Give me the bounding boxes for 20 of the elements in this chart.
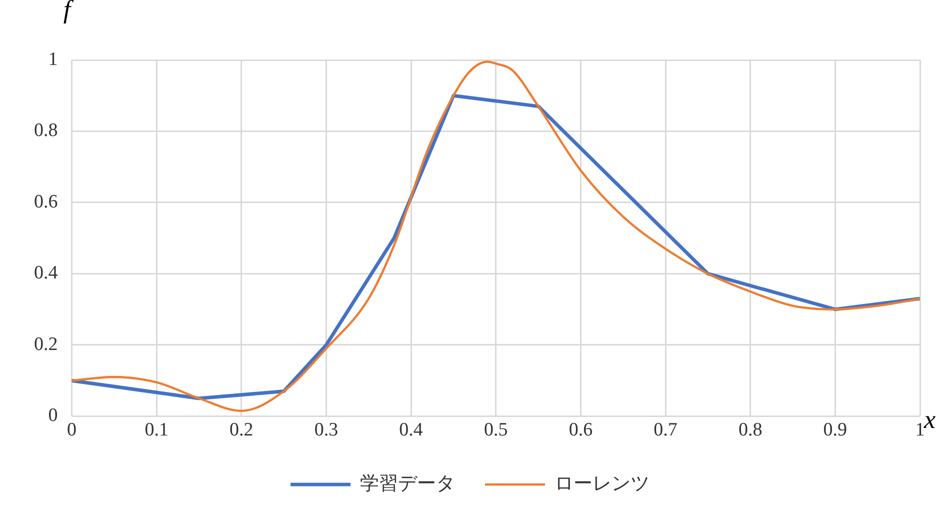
y-tick-label: 0.2 [34,334,58,355]
x-tick-label: 0.5 [484,420,508,441]
x-tick-label: 0.7 [654,420,678,441]
x-axis-title: x [923,405,936,434]
x-tick-label: 0.9 [823,420,848,441]
x-tick-label: 1 [915,420,925,441]
x-tick-label: 0.4 [399,420,424,441]
legend-label: ローレンツ [554,472,650,494]
legend-label: 学習データ [360,472,455,494]
x-tick-label: 0.8 [738,420,762,441]
y-tick-label: 0.4 [34,262,58,284]
y-tick-label: 0.8 [34,120,58,142]
x-tick-label: 0.6 [568,420,593,441]
x-tick-label: 0 [67,420,76,441]
x-tick-label: 0.1 [144,420,168,441]
y-tick-label: 0 [48,405,58,426]
x-tick-label: 0.3 [314,420,338,441]
y-tick-label: 0.6 [34,191,58,212]
y-tick-label: 1 [48,48,58,70]
x-tick-label: 0.2 [230,420,254,441]
